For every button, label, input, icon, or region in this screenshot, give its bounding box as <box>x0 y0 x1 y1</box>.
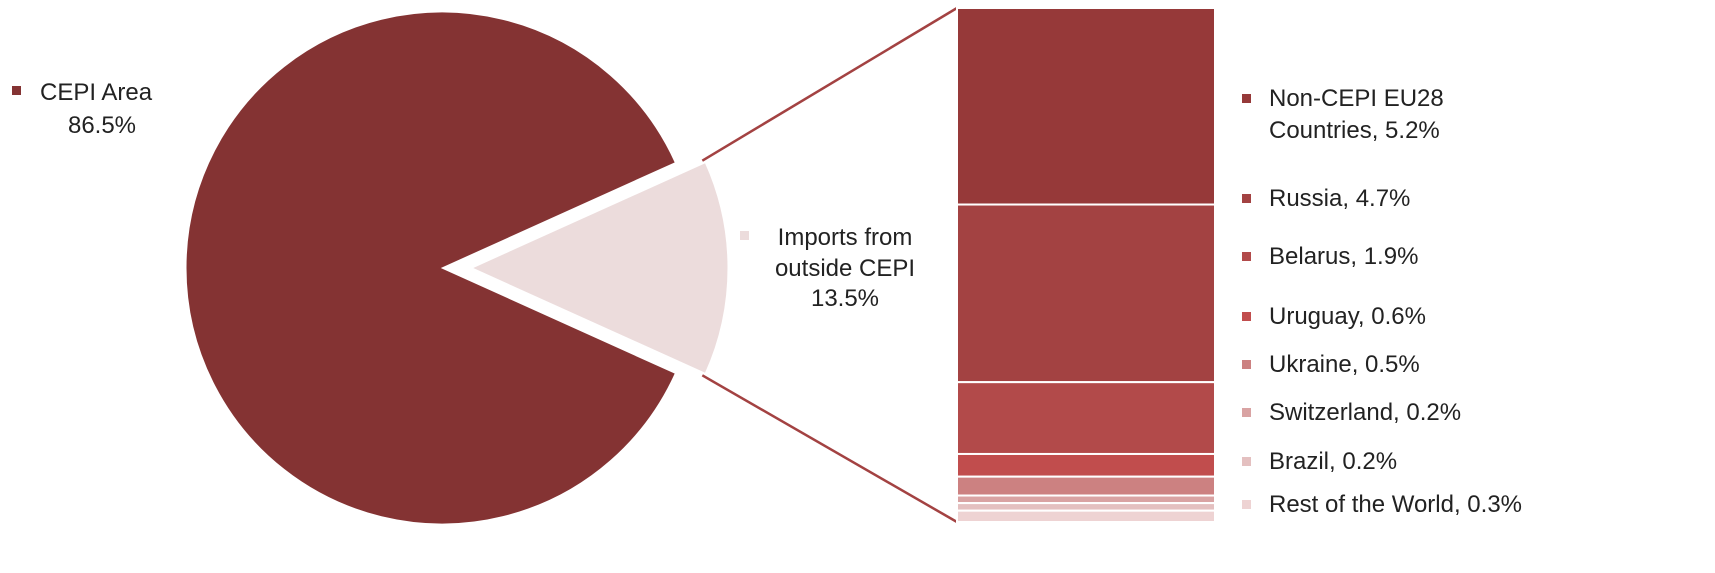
legend-swatch-uruguay <box>1242 312 1251 321</box>
imports-label-line2: outside CEPI <box>775 255 915 282</box>
legend-swatch-rest-of-the-world <box>1242 500 1251 509</box>
stacked-bar <box>956 7 1216 524</box>
imports-label: Imports from outside CEPI 13.5% <box>740 224 915 312</box>
imports-label-percent: 13.5% <box>811 285 879 312</box>
bar-segment-uruguay <box>956 452 1216 478</box>
legend-label-rest-of-the-world: Rest of the World, 0.3% <box>1269 491 1522 518</box>
imports-label-line1: Imports from <box>778 224 913 251</box>
pie-slice-imports <box>470 161 729 375</box>
legend-label-uruguay: Uruguay, 0.6% <box>1269 303 1426 330</box>
legend-swatch-brazil <box>1242 457 1251 466</box>
bar-segment-ukraine <box>956 475 1216 497</box>
connector-top <box>701 6 958 162</box>
bar-segment-russia <box>956 203 1216 384</box>
pie <box>185 11 729 525</box>
legend-label-non-cepi-eu28: Non-CEPI EU28 <box>1269 85 1444 112</box>
cepi-area-label-name: CEPI Area <box>40 79 153 106</box>
cepi-area-label: CEPI Area 86.5% <box>12 79 153 139</box>
legend-label-switzerland: Switzerland, 0.2% <box>1269 399 1461 426</box>
bar-segment-switzerland <box>956 494 1216 505</box>
bar-segment-brazil <box>956 502 1216 512</box>
imports-legend-swatch <box>740 231 749 240</box>
legend-swatch-switzerland <box>1242 408 1251 417</box>
pie-slice-cepi-area <box>185 11 676 525</box>
connector-bottom <box>701 374 958 524</box>
legend-swatch-non-cepi-eu28 <box>1242 94 1251 103</box>
legend: Non-CEPI EU28 Countries, 5.2% Russia, 4.7%… <box>1242 85 1522 518</box>
legend-swatch-ukraine <box>1242 360 1251 369</box>
bar-segment-rest-of-the-world <box>956 509 1216 524</box>
legend-label-russia: Russia, 4.7% <box>1269 185 1410 212</box>
legend-swatch-russia <box>1242 194 1251 203</box>
cepi-area-legend-swatch <box>12 86 21 95</box>
legend-label-belarus: Belarus, 1.9% <box>1269 243 1418 270</box>
bar-segment-non-cepi-eu28 <box>956 7 1216 206</box>
legend-label-brazil: Brazil, 0.2% <box>1269 448 1397 475</box>
legend-label-non-cepi-eu28-line2: Countries, 5.2% <box>1269 117 1440 144</box>
legend-label-ukraine: Ukraine, 0.5% <box>1269 351 1420 378</box>
legend-swatch-belarus <box>1242 252 1251 261</box>
cepi-area-label-percent: 86.5% <box>68 112 136 139</box>
connector-lines <box>701 6 958 524</box>
bar-segment-belarus <box>956 381 1216 455</box>
